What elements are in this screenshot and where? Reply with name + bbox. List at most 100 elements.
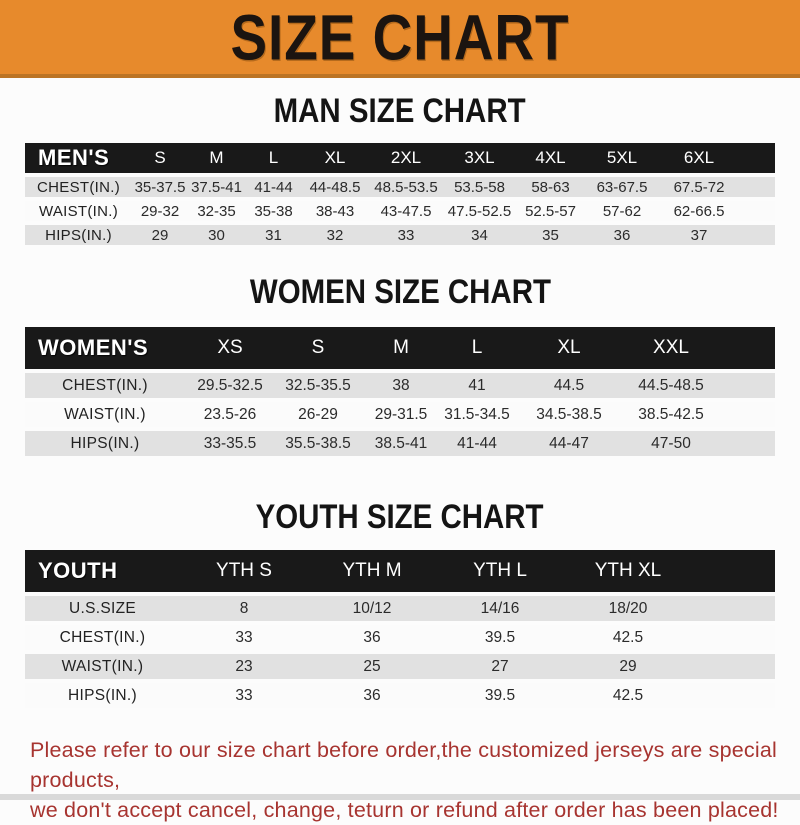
column-header: XXL <box>653 337 689 358</box>
row-label: CHEST(IN.) <box>59 628 146 646</box>
row-label: WAIST(IN.) <box>64 405 146 423</box>
cell-value: 62-66.5 <box>673 202 725 220</box>
filler-cell <box>692 683 775 708</box>
cell-value: 47.5-52.5 <box>447 202 512 220</box>
table-row: WAIST(IN.) 29-32 32-35 35-38 38-43 43-47.5 47.… <box>25 201 775 221</box>
cell-value: 32 <box>326 226 344 244</box>
cell-value: 29.5-32.5 <box>197 376 263 394</box>
banner: SIZE CHART <box>0 0 800 78</box>
row-label: HIPS(IN.) <box>45 226 112 244</box>
cell-value: 44.5 <box>553 376 585 394</box>
cell-value: 41-44 <box>457 434 497 452</box>
table-corner-label: YOUTH <box>38 558 118 583</box>
cell-value: 10/12 <box>352 599 392 617</box>
column-header: XL <box>557 337 581 358</box>
column-header: YTH XL <box>594 560 662 581</box>
column-header: XS <box>217 337 243 358</box>
cell-value: 44.5-48.5 <box>638 376 704 394</box>
filler-cell <box>717 431 775 456</box>
cell-value: 41 <box>468 376 486 394</box>
cell-value: 37 <box>690 226 708 244</box>
column-header: 3XL <box>464 148 495 167</box>
column-header: YTH M <box>342 560 402 581</box>
cell-value: 27 <box>491 657 509 675</box>
cell-value: 31.5-34.5 <box>444 405 510 423</box>
cell-value: 23 <box>235 657 253 675</box>
table-row: WAIST(IN.) 23.5-26 26-29 29-31.5 31.5-34.5 34… <box>25 402 775 427</box>
cell-value: 57-62 <box>602 202 642 220</box>
cell-value: 31 <box>265 226 282 244</box>
cell-value: 35 <box>542 226 559 244</box>
men-section-title-text: MAN SIZE CHART <box>274 91 526 130</box>
cell-value: 18/20 <box>608 599 648 617</box>
cell-value: 42.5 <box>612 628 644 646</box>
cell-value: 38.5-42.5 <box>638 405 704 423</box>
women-size-table: WOMEN'S XS S M L XL XXL CHEST(IN.) 29.5-32.5 32.… <box>25 323 775 460</box>
filler-cell <box>692 550 775 592</box>
row-label: CHEST(IN.) <box>62 376 148 394</box>
column-header: S <box>154 148 166 167</box>
column-header: 6XL <box>683 148 715 167</box>
cell-value: 38-43 <box>315 202 355 220</box>
women-section-title: WOMEN SIZE CHART <box>0 272 800 311</box>
youth-section-title: YOUTH SIZE CHART <box>0 497 800 536</box>
cell-value: 34.5-38.5 <box>536 405 602 423</box>
cell-value: 34 <box>471 226 488 244</box>
row-label: U.S.SIZE <box>69 599 136 617</box>
column-header: M <box>209 148 224 167</box>
table-row: WAIST(IN.) 23 25 27 29 <box>25 654 775 679</box>
column-header: 2XL <box>390 148 422 167</box>
row-label: HIPS(IN.) <box>67 686 137 704</box>
column-header: YTH S <box>216 560 272 581</box>
cell-value: 33 <box>397 226 415 244</box>
cell-value: 67.5-72 <box>673 178 725 196</box>
table-row: HIPS(IN.) 33-35.5 35.5-38.5 38.5-41 41-44 44-… <box>25 431 775 456</box>
cell-value: 35-38 <box>254 202 293 220</box>
notice-line-1: Please refer to our size chart before or… <box>30 738 777 792</box>
cell-value: 33 <box>235 628 253 646</box>
cell-value: 23.5-26 <box>203 405 257 423</box>
cell-value: 33 <box>235 686 253 704</box>
column-header: L <box>471 337 483 358</box>
column-header: M <box>393 337 409 358</box>
cell-value: 25 <box>363 657 381 675</box>
row-label: WAIST(IN.) <box>61 657 144 675</box>
filler-cell <box>692 625 775 650</box>
filler-cell <box>692 654 775 679</box>
cell-value: 44-48.5 <box>309 178 361 196</box>
cell-value: 32-35 <box>197 202 236 220</box>
cell-value: 14/16 <box>480 599 520 617</box>
women-section-title-text: WOMEN SIZE CHART <box>249 272 551 311</box>
column-header: 4XL <box>535 148 566 167</box>
filler-cell <box>692 596 775 621</box>
cell-value: 33-35.5 <box>203 434 257 452</box>
cell-value: 8 <box>239 599 249 617</box>
cell-value: 29-32 <box>140 202 180 220</box>
youth-section-title-text: YOUTH SIZE CHART <box>256 497 544 536</box>
column-header: XL <box>324 148 346 167</box>
cell-value: 35-37.5 <box>134 178 186 196</box>
cell-value: 39.5 <box>484 686 516 704</box>
table-row: CHEST(IN.) 33 36 39.5 42.5 <box>25 625 775 650</box>
cell-value: 29-31.5 <box>374 405 428 423</box>
cell-value: 44-47 <box>549 434 589 452</box>
table-corner-label: WOMEN'S <box>38 335 149 360</box>
cell-value: 36 <box>613 226 631 244</box>
youth-size-table: YOUTH YTH S YTH M YTH L YTH XL U.S.SIZE 8 10/1… <box>25 546 775 712</box>
cell-value: 38.5-41 <box>374 434 428 452</box>
banner-title: SIZE CHART <box>230 1 570 73</box>
column-header: L <box>268 148 279 167</box>
cell-value: 39.5 <box>484 628 516 646</box>
row-label: CHEST(IN.) <box>37 178 120 196</box>
row-label: HIPS(IN.) <box>70 434 140 452</box>
filler-cell <box>717 373 775 398</box>
column-header: YTH L <box>473 560 527 581</box>
table-corner-label: MEN'S <box>38 145 110 170</box>
section-women: WOMEN SIZE CHART WOMEN'S XS S M L XL XXL CHEST… <box>0 272 800 460</box>
table-row: HIPS(IN.) 29 30 31 32 33 34 35 36 37 <box>25 225 775 245</box>
men-section-title: MAN SIZE CHART <box>0 91 800 130</box>
cell-value: 53.5-58 <box>454 178 505 196</box>
table-row: CHEST(IN.) 35-37.5 37.5-41 41-44 44-48.5 48.5… <box>25 177 775 197</box>
cell-value: 29 <box>619 657 637 675</box>
cell-value: 41-44 <box>254 178 293 196</box>
